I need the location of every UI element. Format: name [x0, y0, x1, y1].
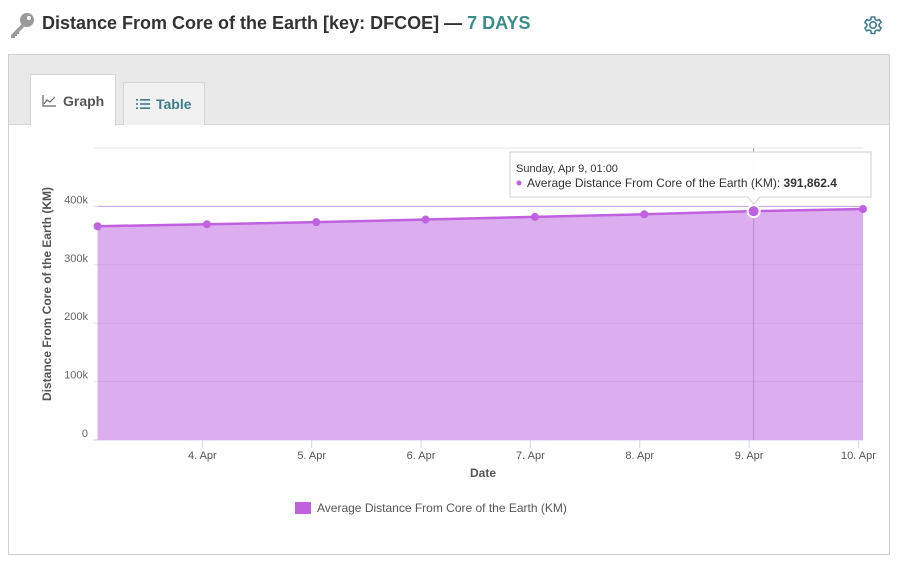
y-tick-label: 100k [64, 370, 88, 382]
data-point [859, 205, 867, 214]
y-axis-title: Distance From Core of the Earth (KM) [40, 187, 54, 401]
tab-table-label: Table [156, 96, 192, 112]
page-title: Distance From Core of the Earth [key: DF… [42, 13, 530, 34]
x-tick-label: 8. Apr [625, 450, 654, 462]
tab-table[interactable]: Table [123, 82, 205, 125]
tab-graph-label: Graph [63, 92, 105, 109]
x-tick-label: 7. Apr [516, 450, 545, 462]
y-tick-label: 0 [82, 428, 88, 440]
gear-icon[interactable] [861, 13, 885, 37]
data-point [93, 222, 102, 231]
y-tick-label: 400k [64, 194, 88, 206]
legend-swatch [295, 502, 311, 514]
x-tick-label: 4. Apr [188, 450, 217, 462]
y-tick-label: 300k [64, 253, 88, 265]
tooltip-date: Sunday, Apr 9, 01:00 [516, 163, 618, 175]
x-tick-label: 6. Apr [407, 450, 436, 462]
tooltip-marker [516, 180, 522, 186]
tooltip-series: Average Distance From Core of the Earth … [527, 176, 837, 190]
series-line [97, 207, 864, 228]
x-tick-label: 9. Apr [735, 450, 764, 462]
tab-bar: Graph Table [9, 55, 889, 126]
data-point [746, 204, 761, 219]
data-point [530, 212, 539, 221]
data-point [202, 220, 211, 229]
y-tick-label: 200k [64, 311, 88, 323]
data-point [312, 218, 321, 227]
x-tick-label: 5. Apr [297, 450, 326, 462]
tab-graph[interactable]: Graph [30, 74, 116, 126]
data-point [421, 215, 430, 224]
series-area [97, 209, 863, 440]
data-point [640, 210, 649, 219]
header: Distance From Core of the Earth [key: DF… [0, 0, 897, 50]
period-label: 7 DAYS [467, 13, 531, 33]
key-icon [11, 13, 34, 38]
x-axis-title: Date [470, 466, 496, 480]
x-tick-label: 10. Apr [841, 450, 876, 462]
list-icon [136, 99, 150, 109]
tooltip-box [509, 151, 872, 205]
area-chart-icon [42, 94, 56, 107]
title-text: Distance From Core of the Earth [key: DF… [42, 13, 463, 33]
legend-label: Average Distance From Core of the Earth … [317, 501, 567, 515]
